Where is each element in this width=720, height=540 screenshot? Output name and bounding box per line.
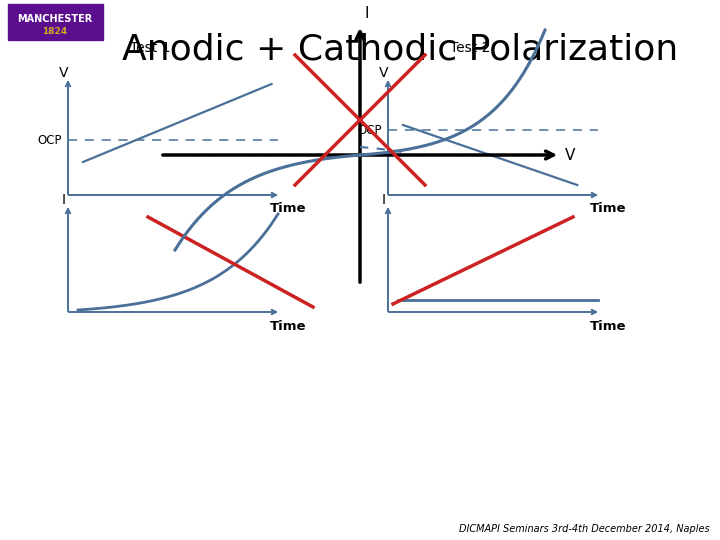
Text: Time: Time (270, 320, 306, 333)
Text: V: V (379, 66, 389, 80)
Text: I: I (364, 6, 369, 21)
Text: I: I (62, 193, 66, 207)
Text: Time: Time (590, 320, 626, 333)
Text: Test 2: Test 2 (450, 41, 490, 55)
Text: Anodic + Cathodic Polarization: Anodic + Cathodic Polarization (122, 33, 678, 67)
Bar (8, 4, 103, 40)
Text: Test 1: Test 1 (130, 41, 170, 55)
Text: MANCHESTER: MANCHESTER (17, 14, 93, 24)
Text: Time: Time (590, 202, 626, 215)
Text: 1824: 1824 (42, 26, 68, 36)
Text: I: I (382, 193, 386, 207)
Text: Time: Time (270, 202, 306, 215)
Text: V: V (59, 66, 68, 80)
Text: DICMAPI Seminars 3rd-4th December 2014, Naples: DICMAPI Seminars 3rd-4th December 2014, … (459, 524, 710, 534)
Text: OCP: OCP (358, 124, 382, 137)
Text: V: V (565, 147, 575, 163)
Text: OCP: OCP (37, 133, 62, 146)
